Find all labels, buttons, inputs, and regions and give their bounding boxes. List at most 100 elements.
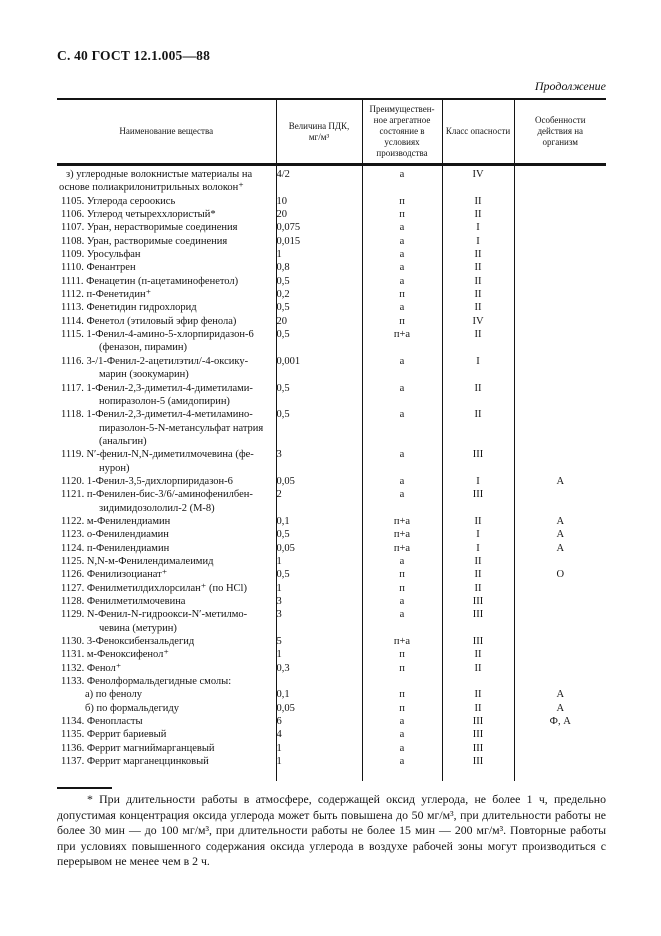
page-header: С. 40 ГОСТ 12.1.005—88 [57,48,211,63]
hazard-class: I [441,528,514,542]
pdk-value: 0,8 [275,261,362,275]
table-row: 1136. Феррит магниймарганцевый 1 а III [57,741,606,756]
action-feature [513,288,606,302]
pdk-value: 0,1 [275,514,362,529]
table-row: 1119. N′-фенил-N,N-диметилмочевина (фе- … [57,448,606,475]
substance-name: 1131. м-Феноксифенол⁺ [61,649,169,661]
footnote-text: * При длительности работы в атмосфере, с… [57,792,606,869]
substance-name: 1111. Фенацетин (п-ацетаминофенетол) [61,275,239,287]
pdk-value: 3 [275,448,362,475]
hazard-class: II [441,408,514,449]
action-feature [513,755,606,782]
table-row: 1113. Фенетидин гидрохлорид 0,5 а II [57,301,606,315]
pdk-value: 0,5 [275,328,362,355]
hazard-class: I [441,234,514,249]
hazard-class: III [441,755,514,782]
hazard-class: II [441,554,514,569]
pdk-value: 20 [275,208,362,222]
action-feature [513,354,606,382]
table-row: 1124. п-Фенилендиамин 0,05 п+а I А [57,541,606,555]
pdk-value: 3 [275,608,362,636]
action-feature: А [513,528,606,542]
aggregate-state: а [361,488,442,515]
table-row: 1105. Углерода сероокись 10 п II [57,194,606,209]
aggregate-state: п [361,581,442,595]
pdk-value: 1 [275,554,362,569]
aggregate-state: а [361,164,442,195]
action-feature [513,741,606,756]
table-row: 1126. Фенилизоцианат⁺ 0,5 п II О [57,568,606,582]
pdk-value: 0,001 [275,354,362,382]
hazard-class: II [441,248,514,262]
hazard-class: III [441,741,514,756]
substance-name: 1115. 1-Фенил-4-амино-5-хлорпиридазон-6 … [61,329,254,354]
aggregate-state: а [361,741,442,756]
table-row: 1109. Уросульфан 1 а II [57,248,606,262]
aggregate-state: а [361,448,442,475]
table-row: 1122. м-Фенилендиамин 0,1 п+а II А [57,514,606,529]
action-feature [513,648,606,662]
action-feature: А [513,541,606,555]
table-row: 1125. N,N-м-Фенилендималеимид 1 а II [57,554,606,569]
pdk-value: 4/2 [275,164,362,195]
table-row: 1108. Уран, растворимые соединения 0,015 а… [57,234,606,249]
pdk-value: 0,5 [275,381,362,409]
aggregate-state: п+а [361,635,442,649]
pdk-value: 1 [275,648,362,662]
action-feature [513,301,606,315]
action-feature [513,661,606,676]
pdk-value: 0,5 [275,274,362,289]
action-feature: А [513,688,606,702]
substance-name: 1134. Фенопласты [61,716,143,728]
aggregate-state: п [361,648,442,662]
aggregate-state: п [361,208,442,222]
substance-name: а) по фенолу [85,689,142,701]
table-row: 1110. Фенантрен 0,8 а II [57,261,606,275]
pdk-value: 3 [275,595,362,609]
substance-name: 1112. п-Фенетидин⁺ [61,289,152,301]
table-row: а) по фенолу 0,1 п II А [57,688,606,702]
pdk-value [275,675,362,689]
hazard-class: II [441,688,514,702]
pdk-value: 2 [275,488,362,515]
substance-name: 1107. Уран, нерастворимые соединения [61,222,238,234]
table-row: 1121. п-Фенилен-бис-3/6/-аминофенилбен- … [57,488,606,515]
pdk-value: 1 [275,248,362,262]
table-header-row: Наименование вещества Величина ПДК, мг/м… [57,99,606,166]
hazard-class: II [441,568,514,582]
aggregate-state: п [361,701,442,716]
aggregate-state: а [361,474,442,489]
pdk-value: 0,5 [275,568,362,582]
substances-table: Наименование вещества Величина ПДК, мг/м… [57,98,606,782]
substance-name: 1123. о-Фенилендиамин [61,529,169,541]
table-row: 1127. Фенилметилдихлорсилан⁺ (по HCl) 1 п I… [57,581,606,595]
col-header-aggregate-state: Преимуществен- ное агрегатное состояние … [361,99,442,166]
hazard-class: II [441,581,514,595]
hazard-class: II [441,514,514,529]
pdk-value: 0,3 [275,661,362,676]
pdk-value: 0,5 [275,408,362,449]
aggregate-state: а [361,728,442,742]
pdk-value: 20 [275,314,362,329]
substance-name: 1129. N-Фенил-N-гидроокси-N′-метилмо- че… [61,609,248,634]
table-row: 1107. Уран, нерастворимые соединения 0,07… [57,221,606,235]
action-feature [513,608,606,636]
substance-name: 1125. N,N-м-Фенилендималеимид [61,555,214,567]
pdk-value: 0,075 [275,221,362,235]
footnote-rule [57,787,112,790]
action-feature [513,728,606,742]
aggregate-state: а [361,595,442,609]
hazard-class [441,675,514,689]
substance-name: 1109. Уросульфан [61,249,141,261]
hazard-class: II [441,648,514,662]
pdk-value: 0,05 [275,541,362,555]
table-row: 1133. Фенолформальдегидные смолы: [57,675,606,689]
continuation-label: Продолжение [534,79,606,93]
aggregate-state: а [361,715,442,729]
action-feature [513,314,606,329]
action-feature [513,581,606,595]
action-feature [513,261,606,275]
aggregate-state: п [361,568,442,582]
aggregate-state: п [361,194,442,209]
